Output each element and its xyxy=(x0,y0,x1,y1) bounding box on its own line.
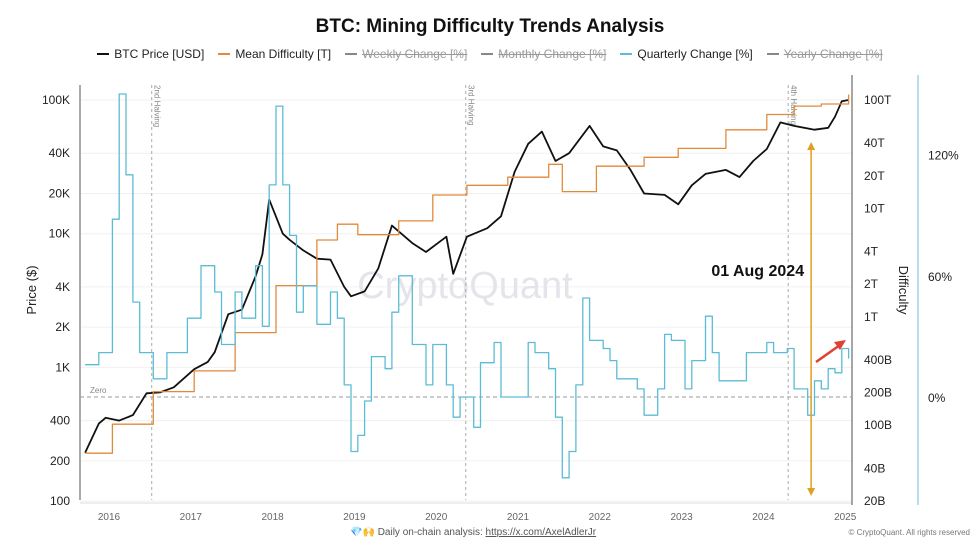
x-tick-label: 2022 xyxy=(589,512,612,523)
x-tick-label: 2016 xyxy=(98,512,121,523)
y-left-tick-label: 20K xyxy=(49,186,70,200)
legend-label: Weekly Change [%] xyxy=(362,47,468,61)
y-right-tick-label: 400B xyxy=(864,353,892,367)
x-tick-label: 2025 xyxy=(834,512,857,523)
y-right-tick-label: 40B xyxy=(864,461,885,475)
marker-arrowhead-up xyxy=(807,142,816,150)
halving-label: 3rd Halving xyxy=(467,85,476,125)
y-left-tick-label: 100K xyxy=(42,93,70,107)
y-right-tick-label: 200B xyxy=(864,386,892,400)
legend-item[interactable]: Weekly Change [%] xyxy=(345,47,467,61)
footer: 💎🙌 Daily on-chain analysis: https://x.co… xyxy=(350,527,596,538)
legend-swatch xyxy=(97,53,110,55)
y-left-tick-label: 400 xyxy=(50,414,70,428)
x-tick-label: 2019 xyxy=(343,512,366,523)
y-left-tick-label: 2K xyxy=(55,320,70,334)
legend-swatch xyxy=(218,53,231,55)
x-tick-label: 2020 xyxy=(425,512,448,523)
diamond-hands-icon: 💎🙌 xyxy=(350,527,375,538)
halving-label: 2nd Halving xyxy=(153,85,162,127)
y-right-axis-label: Difficulty xyxy=(896,266,911,315)
zero-label: Zero xyxy=(90,386,107,395)
y-right-tick-label: 1T xyxy=(864,310,879,324)
y-right-tick-label: 10T xyxy=(864,201,885,215)
legend-label: Quarterly Change [%] xyxy=(637,47,753,61)
x-tick-label: 2017 xyxy=(180,512,203,523)
watermark: CryptoQuant xyxy=(357,265,573,307)
marker-arrowhead-down xyxy=(807,488,816,496)
x-tick-label: 2021 xyxy=(507,512,530,523)
series-line-btc-price-usd- xyxy=(84,99,849,454)
y-left-tick-label: 10K xyxy=(49,227,70,241)
legend-item[interactable]: Mean Difficulty [T] xyxy=(218,47,331,61)
footer-text: Daily on-chain analysis: xyxy=(377,527,486,538)
y-left-tick-label: 4K xyxy=(55,280,70,294)
legend-label: Monthly Change [%] xyxy=(498,47,607,61)
x-tick-label: 2023 xyxy=(670,512,693,523)
y-quarterly-tick-label: 120% xyxy=(928,149,959,163)
legend-item[interactable]: Monthly Change [%] xyxy=(481,47,606,61)
y-left-tick-label: 100 xyxy=(50,494,70,508)
legend-label: Mean Difficulty [T] xyxy=(235,47,332,61)
legend-swatch xyxy=(620,53,633,55)
trend-arrow-line xyxy=(815,343,841,364)
legend-item[interactable]: Quarterly Change [%] xyxy=(620,47,753,61)
y-right-tick-label: 4T xyxy=(864,245,879,259)
y-quarterly-tick-label: 0% xyxy=(928,391,946,405)
trend-arrowhead xyxy=(834,340,846,350)
legend-swatch xyxy=(481,53,494,55)
y-left-axis-label: Price ($) xyxy=(24,265,39,314)
chart-title: BTC: Mining Difficulty Trends Analysis xyxy=(315,16,665,37)
y-left-tick-label: 200 xyxy=(50,454,70,468)
copyright: © CryptoQuant. All rights reserved xyxy=(848,528,971,537)
y-right-tick-label: 20B xyxy=(864,494,885,508)
series-line-mean-difficulty-t- xyxy=(85,94,850,454)
y-left-tick-label: 40K xyxy=(49,146,70,160)
legend-label: BTC Price [USD] xyxy=(114,47,205,61)
legend-swatch xyxy=(766,53,779,55)
y-right-tick-label: 100B xyxy=(864,418,892,432)
footer-link[interactable]: https://x.com/AxelAdlerJr xyxy=(485,527,597,538)
y-right-tick-label: 2T xyxy=(864,277,879,291)
legend-label: Yearly Change [%] xyxy=(783,47,883,61)
marker-label: 01 Aug 2024 xyxy=(711,263,804,280)
y-right-tick-label: 40T xyxy=(864,136,885,150)
y-left-tick-label: 1K xyxy=(55,360,70,374)
y-right-tick-label: 100T xyxy=(864,93,892,107)
x-tick-label: 2024 xyxy=(752,512,775,523)
y-right-tick-label: 20T xyxy=(864,169,885,183)
series-line-quarterly-change- xyxy=(85,93,850,479)
x-tick-label: 2018 xyxy=(261,512,284,523)
y-quarterly-tick-label: 60% xyxy=(928,270,952,284)
legend-item[interactable]: Yearly Change [%] xyxy=(766,47,883,61)
legend-item[interactable]: BTC Price [USD] xyxy=(97,47,204,61)
halving-label: 4th Halving xyxy=(789,85,798,125)
legend: BTC Price [USD] Mean Difficulty [T] Weekly… xyxy=(0,47,980,61)
legend-swatch xyxy=(345,53,358,55)
